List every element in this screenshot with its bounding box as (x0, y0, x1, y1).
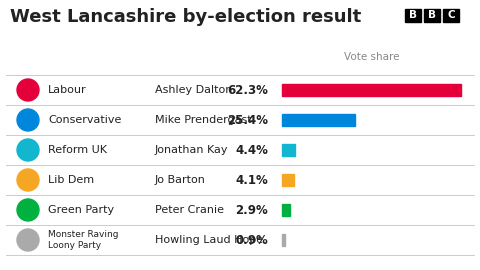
FancyBboxPatch shape (424, 9, 440, 22)
Text: Jo Barton: Jo Barton (155, 175, 206, 185)
FancyBboxPatch shape (282, 84, 461, 96)
FancyBboxPatch shape (282, 114, 355, 126)
Text: West Lancashire by-election result: West Lancashire by-election result (10, 8, 361, 26)
Text: Labour: Labour (48, 85, 86, 95)
FancyBboxPatch shape (282, 174, 294, 186)
FancyBboxPatch shape (282, 144, 295, 156)
Circle shape (17, 139, 39, 161)
Text: Lib Dem: Lib Dem (48, 175, 94, 185)
Text: Monster Raving
Loony Party: Monster Raving Loony Party (48, 230, 119, 250)
Circle shape (17, 79, 39, 101)
Circle shape (17, 169, 39, 191)
Text: Conservative: Conservative (48, 115, 121, 125)
FancyBboxPatch shape (443, 9, 459, 22)
FancyBboxPatch shape (282, 234, 285, 246)
Circle shape (17, 229, 39, 251)
Circle shape (17, 199, 39, 221)
Text: Ashley Dalton: Ashley Dalton (155, 85, 232, 95)
Text: 4.1%: 4.1% (235, 174, 268, 187)
Text: Vote share: Vote share (344, 52, 399, 62)
Text: 0.9%: 0.9% (235, 234, 268, 247)
FancyBboxPatch shape (282, 204, 290, 216)
FancyBboxPatch shape (405, 9, 421, 22)
Text: Mike Prendergast: Mike Prendergast (155, 115, 252, 125)
Text: C: C (447, 11, 455, 21)
Text: Howling Laud Hope: Howling Laud Hope (155, 235, 263, 245)
Text: 62.3%: 62.3% (227, 83, 268, 96)
Text: Jonathan Kay: Jonathan Kay (155, 145, 228, 155)
Text: 2.9%: 2.9% (235, 204, 268, 217)
Text: B: B (428, 11, 436, 21)
Circle shape (17, 109, 39, 131)
Text: Green Party: Green Party (48, 205, 114, 215)
Text: B: B (409, 11, 417, 21)
Text: 25.4%: 25.4% (227, 113, 268, 127)
Text: Peter Cranie: Peter Cranie (155, 205, 224, 215)
Text: Reform UK: Reform UK (48, 145, 107, 155)
Text: 4.4%: 4.4% (235, 143, 268, 157)
